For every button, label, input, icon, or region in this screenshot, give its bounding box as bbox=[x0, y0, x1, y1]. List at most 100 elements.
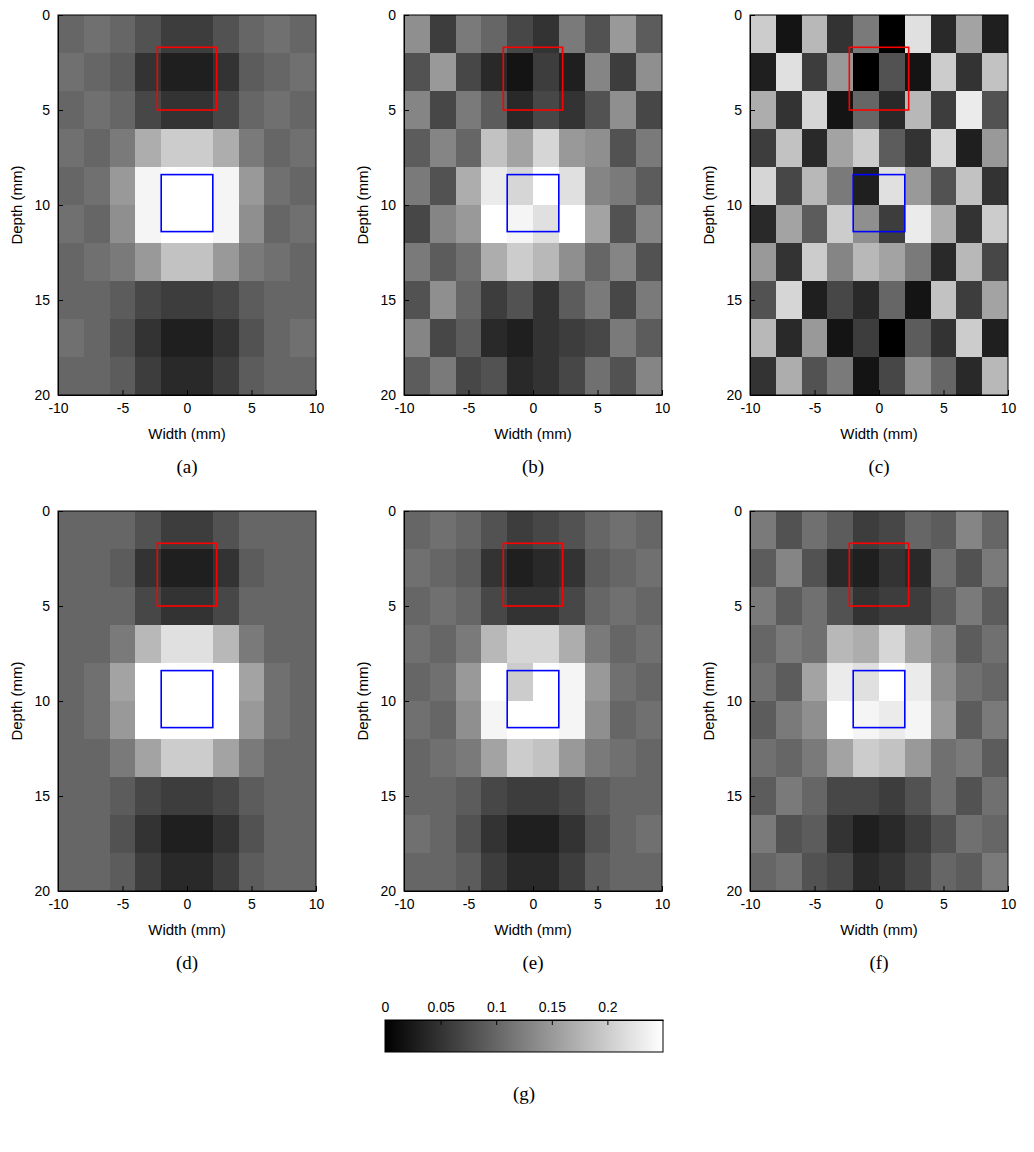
cell bbox=[264, 319, 290, 358]
cell bbox=[585, 625, 611, 664]
cell bbox=[585, 853, 611, 891]
x-tick-label: -10 bbox=[48, 400, 68, 416]
cell bbox=[187, 281, 213, 320]
cell bbox=[636, 511, 662, 550]
cell bbox=[481, 853, 507, 891]
cell bbox=[239, 663, 265, 702]
cell bbox=[931, 625, 957, 664]
cell bbox=[750, 625, 776, 664]
cell bbox=[404, 167, 430, 206]
x-axis: -10-50510 bbox=[394, 886, 670, 912]
cell bbox=[802, 167, 828, 206]
colorbar-axis-line bbox=[386, 1020, 664, 1021]
cell bbox=[636, 167, 662, 206]
plot-area bbox=[58, 511, 316, 891]
cell bbox=[776, 739, 802, 778]
cell bbox=[507, 663, 533, 702]
cell bbox=[135, 663, 161, 702]
cell bbox=[481, 815, 507, 854]
cell bbox=[456, 129, 482, 168]
cell bbox=[290, 357, 316, 395]
cell bbox=[982, 281, 1008, 320]
cell bbox=[585, 663, 611, 702]
roi-box bbox=[849, 47, 908, 110]
cell bbox=[456, 15, 482, 54]
cell bbox=[161, 167, 187, 206]
cell bbox=[507, 319, 533, 358]
y-tick-label: 5 bbox=[734, 598, 742, 614]
cell bbox=[481, 739, 507, 778]
cell bbox=[239, 53, 265, 92]
cell bbox=[636, 625, 662, 664]
cell bbox=[430, 53, 456, 92]
x-tick-mark bbox=[533, 886, 534, 891]
cell bbox=[84, 129, 110, 168]
cell bbox=[110, 739, 136, 778]
cell bbox=[264, 205, 290, 244]
x-tick: 10 bbox=[1001, 390, 1017, 416]
x-axis-title: Width (mm) bbox=[148, 425, 226, 442]
panel: -10-5051005101520Width (mm)Depth (mm)(e) bbox=[354, 503, 670, 974]
cell bbox=[187, 815, 213, 854]
cell bbox=[58, 281, 84, 320]
cell bbox=[585, 129, 611, 168]
cell bbox=[776, 853, 802, 891]
cell bbox=[58, 511, 84, 550]
cell bbox=[956, 281, 982, 320]
x-axis-line bbox=[405, 891, 663, 892]
cell bbox=[264, 587, 290, 626]
cell bbox=[507, 129, 533, 168]
cell bbox=[827, 777, 853, 816]
y-tick-label: 0 bbox=[42, 7, 50, 23]
y-tick-mark bbox=[750, 205, 755, 206]
cell bbox=[135, 739, 161, 778]
cell bbox=[610, 205, 636, 244]
cell bbox=[84, 53, 110, 92]
cell bbox=[187, 701, 213, 740]
cell bbox=[776, 243, 802, 282]
panel-label: (d) bbox=[176, 952, 198, 974]
y-tick-mark bbox=[404, 110, 409, 111]
cell bbox=[239, 701, 265, 740]
cell bbox=[853, 53, 879, 92]
cell bbox=[84, 243, 110, 282]
cell bbox=[290, 777, 316, 816]
cell bbox=[456, 357, 482, 395]
x-tick-mark bbox=[252, 390, 253, 395]
y-tick: 5 bbox=[42, 598, 63, 614]
cell bbox=[84, 815, 110, 854]
cell bbox=[827, 815, 853, 854]
cell bbox=[507, 205, 533, 244]
cell bbox=[931, 587, 957, 626]
cell bbox=[853, 739, 879, 778]
panel: -10-5051005101520Width (mm)Depth (mm)(c) bbox=[700, 7, 1016, 478]
cell bbox=[135, 853, 161, 891]
y-tick-label: 5 bbox=[388, 102, 396, 118]
cell bbox=[905, 815, 931, 854]
x-tick-mark bbox=[1008, 886, 1009, 891]
cell bbox=[161, 739, 187, 778]
colorbar-tick-mark bbox=[441, 1020, 442, 1025]
cell bbox=[610, 777, 636, 816]
y-tick-mark bbox=[750, 891, 755, 892]
x-axis: -10-50510 bbox=[48, 886, 324, 912]
cell bbox=[610, 167, 636, 206]
x-tick-mark bbox=[815, 390, 816, 395]
cell bbox=[264, 129, 290, 168]
x-tick-label: 10 bbox=[655, 896, 671, 912]
cell bbox=[456, 53, 482, 92]
x-tick-label: 5 bbox=[248, 896, 256, 912]
cell bbox=[982, 167, 1008, 206]
cell bbox=[610, 587, 636, 626]
cell bbox=[610, 701, 636, 740]
colorbar: 00.050.10.150.2(g) bbox=[382, 999, 664, 1105]
x-tick: -5 bbox=[117, 886, 130, 912]
colorbar-tick-mark bbox=[607, 1020, 608, 1025]
y-tick: 5 bbox=[388, 598, 409, 614]
roi-box bbox=[503, 47, 562, 110]
cell bbox=[636, 587, 662, 626]
cell bbox=[982, 625, 1008, 664]
cell bbox=[507, 357, 533, 395]
roi-box bbox=[849, 543, 908, 606]
cell bbox=[161, 53, 187, 92]
